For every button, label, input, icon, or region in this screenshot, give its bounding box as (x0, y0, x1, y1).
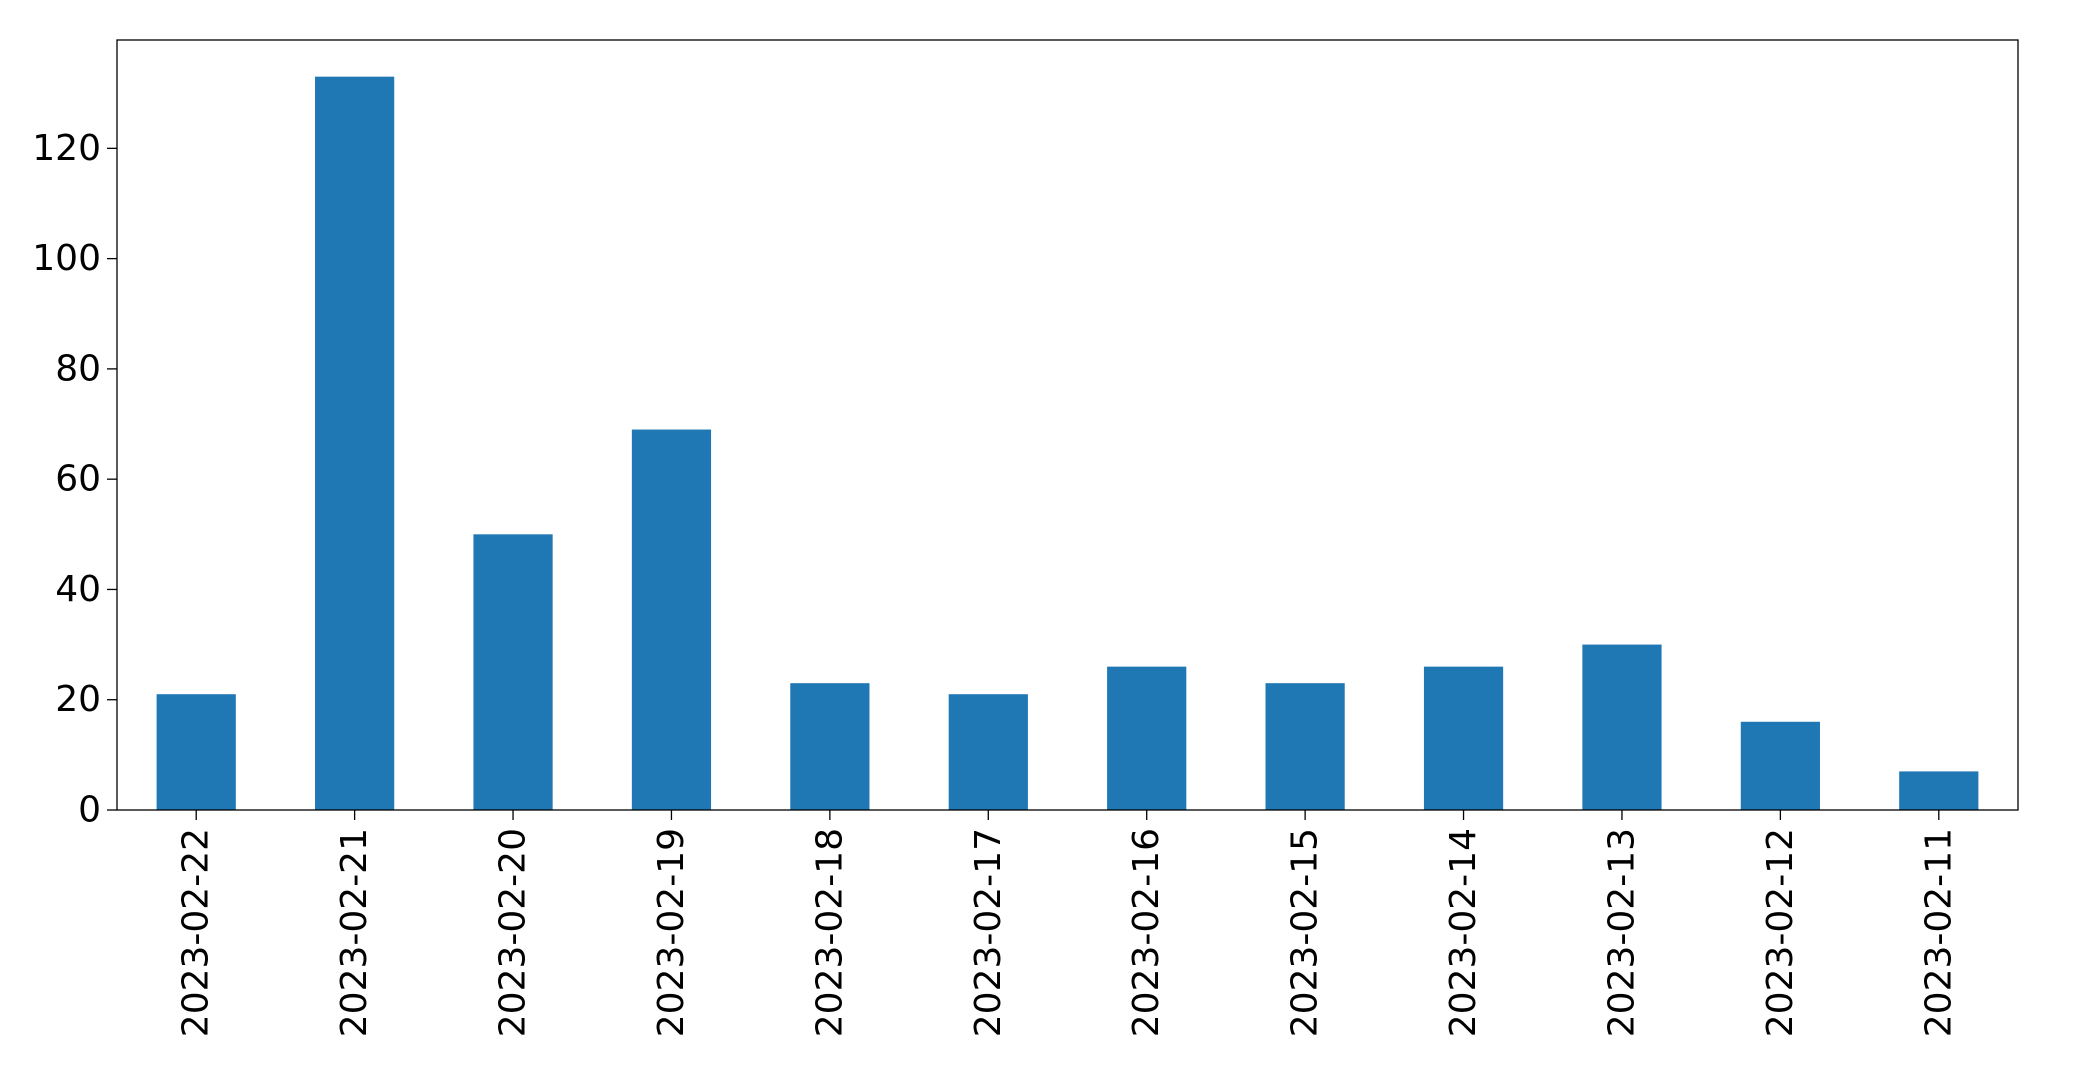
x-tick-label: 2023-02-14 (1443, 828, 1484, 1037)
x-tick-label: 2023-02-21 (334, 828, 375, 1037)
x-tick-label: 2023-02-18 (809, 828, 850, 1037)
bar-2023-02-21 (315, 76, 395, 810)
bar-2023-02-12 (1740, 721, 1820, 810)
bar-2023-02-16 (1107, 666, 1187, 810)
bar-2023-02-13 (1582, 644, 1662, 810)
bar-2023-02-17 (948, 694, 1028, 810)
bar-2023-02-19 (631, 429, 712, 810)
x-tick-label: 2023-02-20 (493, 828, 534, 1037)
bar-2023-02-18 (790, 683, 870, 810)
y-tick-label: 120 (32, 128, 101, 169)
x-tick-label: 2023-02-13 (1601, 828, 1642, 1037)
x-tick-label: 2023-02-17 (968, 828, 1009, 1037)
y-tick-label: 80 (55, 348, 101, 389)
x-tick-label: 2023-02-15 (1285, 828, 1326, 1037)
plot-area-frame (116, 39, 2019, 811)
y-tick-label: 100 (32, 238, 101, 279)
bars-layer (156, 76, 1979, 810)
x-tick-label: 2023-02-16 (1126, 828, 1167, 1037)
y-tick-label: 0 (78, 790, 101, 831)
x-tick-label: 2023-02-22 (176, 828, 217, 1037)
bar-2023-02-14 (1423, 666, 1504, 810)
x-tick-label: 2023-02-12 (1760, 828, 1801, 1037)
y-tick-label: 60 (55, 459, 101, 500)
x-axis: 2023-02-22 2023-02-21 2023-02-20 2023-02-19… (176, 810, 1959, 1037)
y-axis: 0 20 40 60 80 100 120 (32, 128, 117, 831)
y-tick-label: 40 (55, 569, 101, 610)
x-tick-label: 2023-02-11 (1918, 828, 1959, 1037)
x-tick-label: 2023-02-19 (651, 828, 692, 1037)
bar-2023-02-22 (156, 694, 236, 810)
bar-2023-02-15 (1265, 683, 1345, 810)
y-tick-label: 20 (55, 679, 101, 720)
bar-2023-02-20 (473, 534, 553, 810)
bar-2023-02-11 (1899, 771, 1979, 810)
